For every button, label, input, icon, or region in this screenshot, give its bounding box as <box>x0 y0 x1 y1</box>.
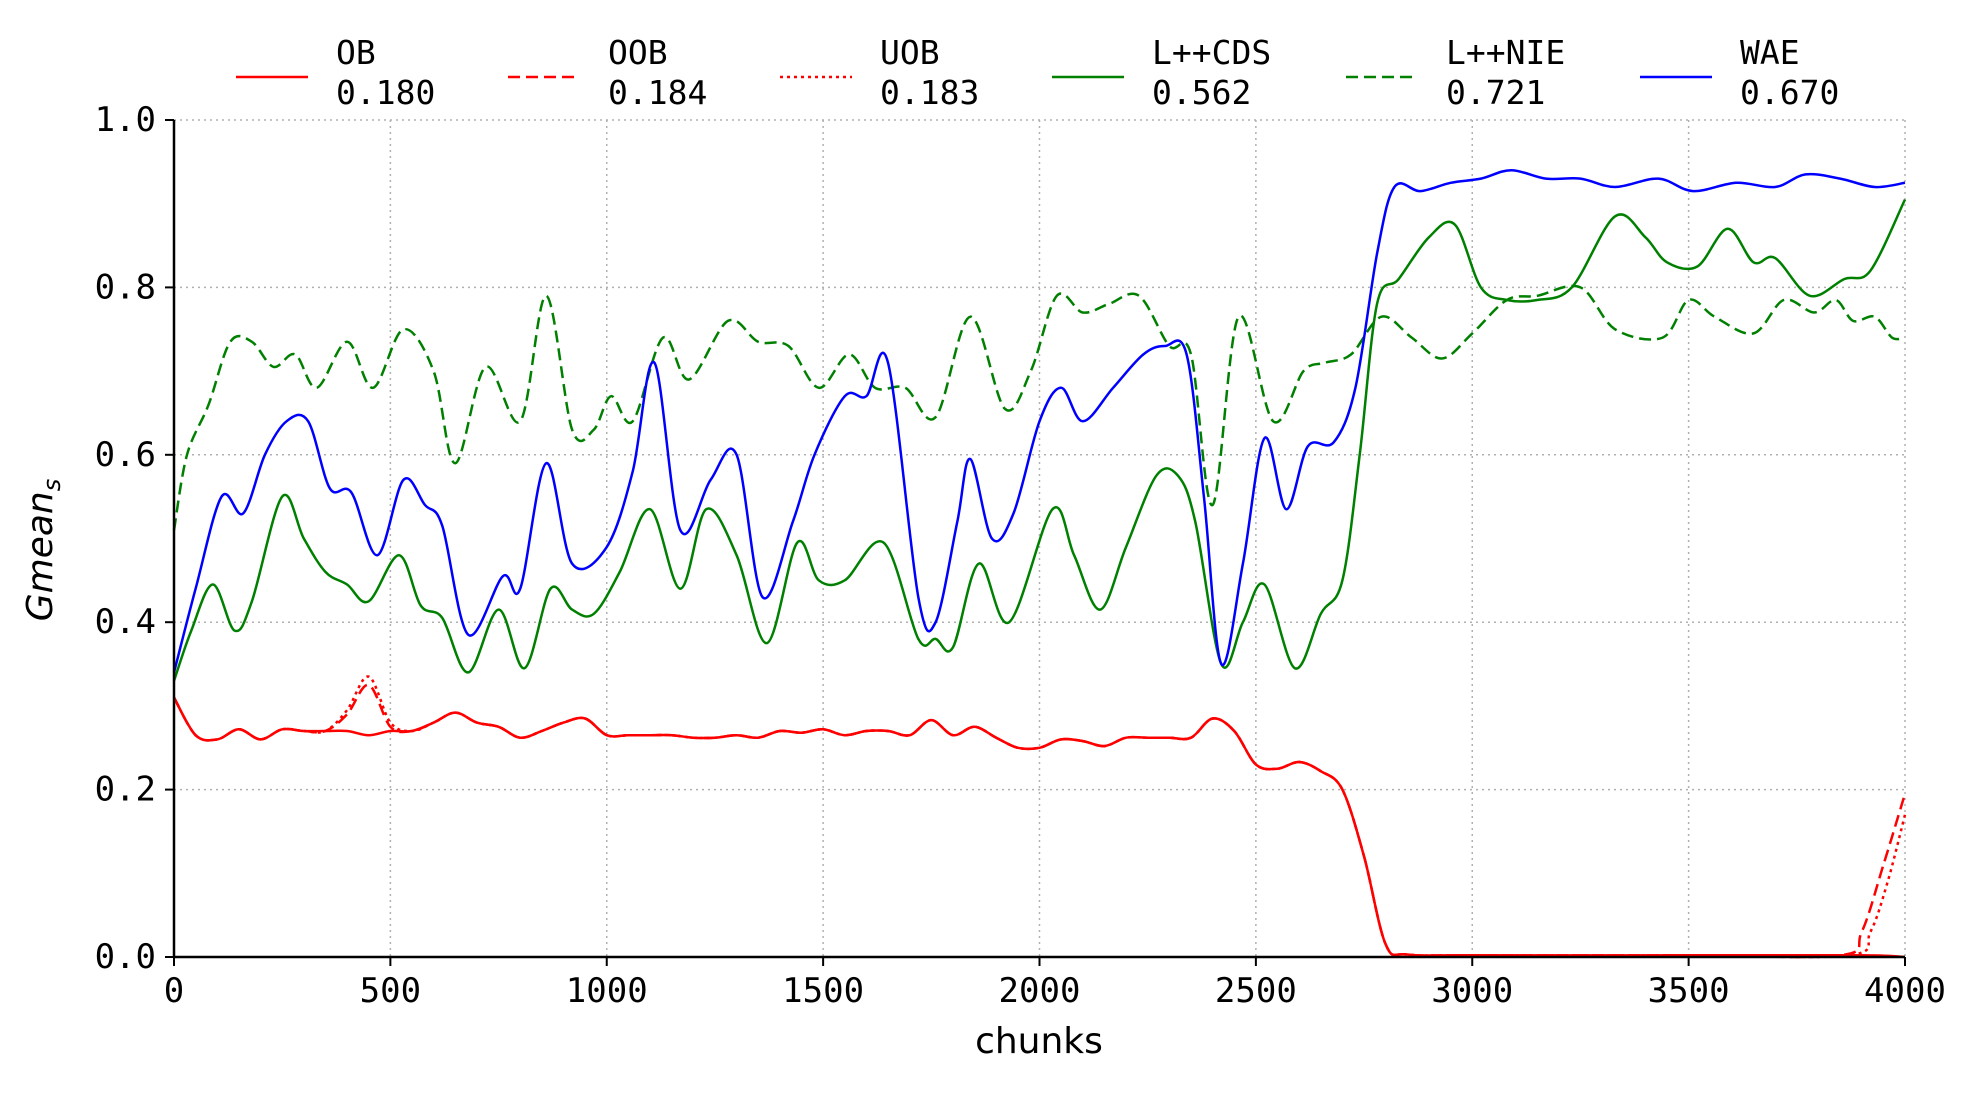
x-tick-label-8: 4000 <box>1864 971 1946 1011</box>
legend-label-wae: WAE <box>1740 33 1800 72</box>
legend-score-uob: 0.183 <box>880 73 979 112</box>
x-tick-label-1: 500 <box>360 971 421 1011</box>
series-line-oob <box>172 683 1907 959</box>
legend-label-lppnie: L++NIE <box>1446 33 1565 72</box>
x-tick-label-5: 2500 <box>1215 971 1297 1011</box>
y-axis-title: Gmeans <box>20 479 66 622</box>
y-tick-label-3: 0.6 <box>95 435 156 475</box>
x-axis-title: chunks <box>975 1021 1103 1062</box>
series-line-wae <box>172 168 1906 673</box>
legend-score-ob: 0.180 <box>336 73 435 112</box>
x-tick-label-6: 3000 <box>1431 971 1513 1011</box>
x-tick-label-4: 2000 <box>999 971 1081 1011</box>
y-tick-label-1: 0.2 <box>95 770 156 810</box>
legend-score-wae: 0.670 <box>1740 73 1839 112</box>
legend-score-lppnie: 0.721 <box>1446 73 1545 112</box>
legend-label-ob: OB <box>336 33 376 72</box>
series-lines <box>172 168 1907 959</box>
series-line-uob <box>172 675 1907 959</box>
series-line-lppcds <box>172 198 1907 682</box>
y-tick-label-4: 0.8 <box>95 267 156 307</box>
x-tick-label-7: 3500 <box>1648 971 1730 1011</box>
legend-score-oob: 0.184 <box>608 73 707 112</box>
legend-label-uob: UOB <box>880 33 940 72</box>
y-tick-label-5: 1.0 <box>95 100 156 140</box>
legend-label-lppcds: L++CDS <box>1152 33 1271 72</box>
y-tick-label-0: 0.0 <box>95 937 156 977</box>
tick-labels: 0 500 1000 1500 2000 2500 3000 3500 4000 0.0 0.2 0.… <box>95 100 1946 1011</box>
y-tick-label-2: 0.4 <box>95 602 156 642</box>
y-axis-title-subscript: s <box>38 479 66 492</box>
legend-label-oob: OOB <box>608 33 668 72</box>
x-tick-label-3: 1500 <box>782 971 864 1011</box>
series-line-lppnie <box>172 284 1906 531</box>
x-tick-label-0: 0 <box>164 971 184 1011</box>
y-axis-title-main: Gmean <box>20 491 61 621</box>
x-tick-label-2: 1000 <box>566 971 648 1011</box>
legend-score-lppcds: 0.562 <box>1152 73 1251 112</box>
